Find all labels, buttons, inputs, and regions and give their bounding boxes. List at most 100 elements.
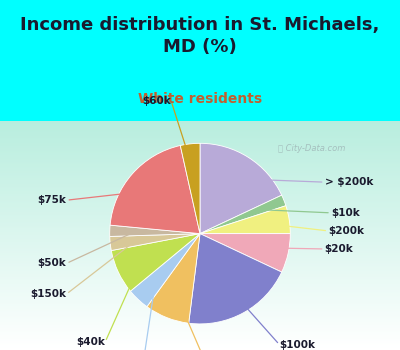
Wedge shape [180, 144, 200, 234]
Bar [0, 330, 400, 332]
Bar [0, 187, 400, 188]
Bar [0, 299, 400, 300]
Bar [0, 192, 400, 193]
Bar [0, 137, 400, 138]
Bar [0, 141, 400, 142]
Bar [0, 344, 400, 345]
Bar [0, 309, 400, 310]
Bar [0, 317, 400, 318]
Bar [0, 326, 400, 327]
Bar [0, 301, 400, 302]
Text: $100k: $100k [280, 340, 316, 350]
Bar [0, 289, 400, 290]
Wedge shape [130, 234, 200, 307]
Bar [0, 311, 400, 312]
Bar [0, 316, 400, 317]
Bar [0, 334, 400, 335]
Bar [0, 307, 400, 308]
Bar [0, 243, 400, 245]
Wedge shape [189, 234, 282, 324]
Bar [0, 286, 400, 287]
Bar [0, 158, 400, 159]
Text: $50k: $50k [38, 258, 66, 268]
Bar [0, 328, 400, 329]
Bar [0, 146, 400, 147]
Bar [0, 319, 400, 320]
Bar [0, 219, 400, 220]
Bar [0, 288, 400, 289]
Bar [0, 290, 400, 292]
Bar [0, 167, 400, 168]
Bar [0, 216, 400, 217]
Bar [0, 175, 400, 176]
Bar [0, 349, 400, 350]
Bar [0, 122, 400, 123]
Bar [0, 264, 400, 265]
Bar [0, 180, 400, 182]
Bar [0, 324, 400, 325]
Bar [0, 210, 400, 211]
Bar [0, 312, 400, 313]
Bar [0, 271, 400, 272]
Bar [0, 152, 400, 153]
Bar [0, 232, 400, 233]
Bar [0, 224, 400, 225]
Bar [0, 159, 400, 160]
Bar [0, 161, 400, 162]
Bar [0, 237, 400, 238]
Bar [0, 220, 400, 222]
Bar [0, 343, 400, 344]
Text: $20k: $20k [325, 244, 353, 254]
Wedge shape [200, 144, 282, 234]
Bar [0, 177, 400, 178]
Bar [0, 282, 400, 284]
Bar [0, 287, 400, 288]
Bar [0, 209, 400, 210]
Bar [0, 275, 400, 276]
Bar [0, 293, 400, 294]
Bar [0, 255, 400, 256]
Bar [0, 166, 400, 167]
Bar [0, 228, 400, 229]
Bar [0, 340, 400, 341]
Bar [0, 272, 400, 273]
Bar [0, 239, 400, 240]
Bar [0, 150, 400, 152]
Bar [0, 320, 400, 321]
Bar [0, 265, 400, 266]
Bar [0, 303, 400, 304]
Bar [0, 145, 400, 146]
Bar [0, 230, 400, 231]
Bar [0, 155, 400, 156]
Wedge shape [110, 234, 200, 251]
Bar [0, 270, 400, 271]
Bar [0, 273, 400, 274]
Bar [0, 125, 400, 126]
Bar [0, 247, 400, 248]
Bar [0, 250, 400, 251]
Bar [0, 256, 400, 257]
Bar [0, 225, 400, 226]
Wedge shape [110, 146, 200, 234]
Bar [0, 249, 400, 250]
Bar [0, 251, 400, 253]
Bar [0, 322, 400, 324]
Bar [0, 336, 400, 337]
Bar [0, 207, 400, 208]
Bar [0, 297, 400, 299]
Bar [0, 242, 400, 243]
Bar [0, 149, 400, 150]
Bar [0, 294, 400, 295]
Bar [0, 226, 400, 228]
Bar [0, 285, 400, 286]
Text: $40k: $40k [76, 337, 105, 347]
Bar [0, 169, 400, 170]
Bar [0, 200, 400, 201]
Bar [0, 204, 400, 205]
Bar [0, 233, 400, 234]
Bar [0, 154, 400, 155]
Bar [0, 274, 400, 275]
Bar [0, 212, 400, 214]
Wedge shape [200, 195, 286, 234]
Text: White residents: White residents [138, 92, 262, 106]
